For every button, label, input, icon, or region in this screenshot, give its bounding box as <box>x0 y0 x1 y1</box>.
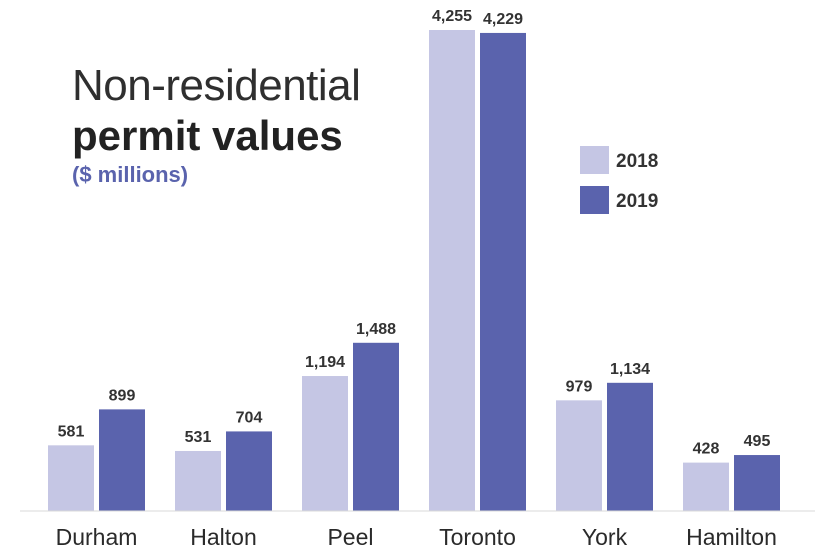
chart-title-line2: permit values <box>72 112 343 159</box>
category-label-durham: Durham <box>56 524 138 550</box>
bar-hamilton-2018 <box>683 462 729 511</box>
chart-subtitle: ($ millions) <box>72 162 188 187</box>
bar-peel-2019 <box>353 342 399 511</box>
data-label-hamilton-2019: 495 <box>744 433 771 450</box>
bar-toronto-2019 <box>480 32 526 512</box>
bar-hamilton-2019 <box>734 455 780 511</box>
legend-label-2019: 2019 <box>616 191 658 212</box>
data-label-peel-2018: 1,194 <box>305 354 345 371</box>
data-label-halton-2018: 531 <box>185 429 212 446</box>
bar-halton-2019 <box>226 431 272 511</box>
bars-group <box>48 30 780 512</box>
bar-durham-2019 <box>99 409 145 511</box>
data-label-york-2019: 1,134 <box>610 361 650 378</box>
category-labels-group: Durham Halton Peel Toronto York Hamilton <box>56 524 777 550</box>
data-label-toronto-2019: 4,229 <box>483 11 523 28</box>
bar-toronto-2018 <box>429 30 475 511</box>
data-label-toronto-2018: 4,255 <box>432 8 472 25</box>
bar-durham-2018 <box>48 445 94 511</box>
data-label-durham-2018: 581 <box>58 423 85 440</box>
data-label-peel-2019: 1,488 <box>356 321 396 338</box>
data-label-york-2018: 979 <box>566 378 593 395</box>
bar-york-2019 <box>607 382 653 511</box>
bar-york-2018 <box>556 400 602 511</box>
data-label-halton-2019: 704 <box>236 409 263 426</box>
category-label-peel: Peel <box>327 524 373 550</box>
chart-title: Non-residential permit values ($ million… <box>72 61 361 187</box>
chart-title-line1: Non-residential <box>72 61 360 110</box>
bar-halton-2018 <box>175 450 221 511</box>
data-label-hamilton-2018: 428 <box>693 441 720 458</box>
legend-swatch-2019 <box>580 186 609 214</box>
legend-swatch-2018 <box>580 146 609 174</box>
data-labels-group: 581 899 531 704 1,194 1,488 4,255 4,229 979 1,134… <box>58 8 771 458</box>
category-label-toronto: Toronto <box>439 524 516 550</box>
data-label-durham-2019: 899 <box>109 387 136 404</box>
legend-label-2018: 2018 <box>616 151 658 172</box>
legend: 2018 2019 <box>580 146 658 214</box>
category-label-york: York <box>582 524 628 550</box>
bar-peel-2018 <box>302 376 348 511</box>
category-label-halton: Halton <box>190 524 256 550</box>
category-label-hamilton: Hamilton <box>686 524 777 550</box>
